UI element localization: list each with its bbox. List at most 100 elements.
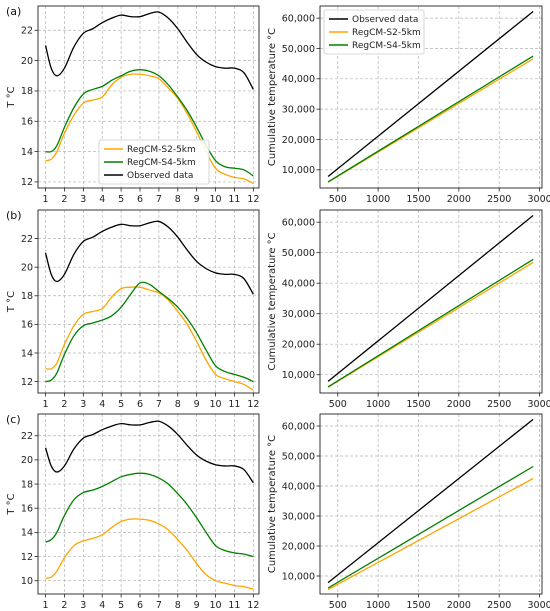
- x-tick-label: 3000: [527, 600, 550, 611]
- x-tick-label: 2: [61, 600, 67, 611]
- x-tick-label: 3: [80, 600, 86, 611]
- y-tick-label: 18: [21, 479, 33, 490]
- y-axis-label: T °C: [6, 86, 17, 108]
- plot-frame: [319, 5, 543, 189]
- x-tick-label: 8: [175, 399, 181, 410]
- series-line-s4: [327, 258, 534, 388]
- y-tick-label: 30,000: [282, 511, 315, 522]
- x-tick-label: 3: [80, 399, 86, 410]
- y-axis-label: T °C: [6, 493, 17, 515]
- y-tick-label: 20: [21, 455, 33, 466]
- y-tick-label: 10,000: [282, 571, 315, 582]
- chart-panel-1: 500 1000 1500 2000 2500 3000 10,000 20,000 30,00…: [267, 5, 550, 205]
- x-tick-label: 2: [61, 399, 67, 410]
- y-tick-label: 40,000: [282, 481, 315, 492]
- x-tick-label: 1: [43, 600, 49, 611]
- x-tick-label: 10: [210, 194, 222, 205]
- x-tick-label: 8: [175, 600, 181, 611]
- chart-panel-5: 500 1000 1500 2000 2500 3000 10,000 20,000 30,00…: [267, 413, 550, 611]
- y-tick-label: 30,000: [282, 104, 315, 115]
- y-tick-label: 50,000: [282, 248, 315, 259]
- panel-label: (b): [6, 209, 22, 222]
- y-tick-label: 18: [21, 291, 33, 302]
- x-tick-label: 9: [194, 194, 200, 205]
- y-tick-label: 20,000: [282, 541, 315, 552]
- x-tick-label: 500: [329, 194, 347, 205]
- legend-box: [98, 139, 210, 185]
- y-tick-label: 40,000: [282, 279, 315, 290]
- y-tick-label: 60,000: [282, 13, 315, 24]
- x-tick-label: 6: [137, 194, 143, 205]
- y-tick-label: 22: [21, 431, 33, 442]
- legend: Observed data RegCM-S2-5km RegCM-S4-5km: [323, 9, 425, 55]
- x-tick-label: 10: [210, 399, 222, 410]
- x-tick-label: 4: [99, 399, 105, 410]
- series-line-s2: [327, 477, 534, 591]
- y-tick-label: 22: [21, 26, 33, 37]
- x-tick-label: 1500: [406, 399, 430, 410]
- y-tick-label: 14: [21, 147, 33, 158]
- series-line-observed: [44, 420, 254, 484]
- y-tick-label: 14: [21, 528, 33, 539]
- series-line-observed: [327, 10, 534, 177]
- series-line-s2: [45, 73, 254, 185]
- x-tick-label: 2500: [487, 600, 511, 611]
- y-tick-label: 20: [21, 262, 33, 273]
- x-tick-label: 9: [194, 399, 200, 410]
- series-line-observed: [327, 418, 534, 584]
- x-tick-label: 12: [247, 600, 259, 611]
- y-tick-label: 12: [21, 377, 33, 388]
- y-tick-label: 16: [21, 117, 33, 128]
- x-tick-label: 2000: [447, 600, 471, 611]
- x-tick-label: 2000: [447, 399, 471, 410]
- y-axis-label: Cumulative temperature °C: [267, 28, 278, 166]
- x-tick-label: 10: [210, 600, 222, 611]
- legend-entry: RegCM-S2-5km: [127, 145, 196, 155]
- x-tick-label: 6: [137, 600, 143, 611]
- x-tick-label: 2: [61, 194, 67, 205]
- x-tick-label: 2000: [447, 194, 471, 205]
- plot-frame: [319, 413, 543, 595]
- legend-entry: Observed data: [127, 171, 193, 181]
- x-tick-label: 2500: [487, 399, 511, 410]
- x-tick-label: 12: [247, 399, 259, 410]
- panel-label: (a): [6, 5, 21, 18]
- y-tick-label: 14: [21, 348, 33, 359]
- y-tick-label: 50,000: [282, 451, 315, 462]
- x-tick-label: 500: [329, 600, 347, 611]
- series-line-s2: [45, 518, 254, 590]
- plot-frame: [37, 5, 260, 189]
- y-axis-label: T °C: [6, 291, 17, 313]
- y-tick-label: 16: [21, 504, 33, 515]
- series-line-s4: [45, 281, 254, 383]
- x-tick-label: 1000: [366, 399, 390, 410]
- y-tick-label: 20: [21, 56, 33, 67]
- x-tick-label: 9: [194, 600, 200, 611]
- x-tick-label: 7: [156, 399, 162, 410]
- series-line-s4: [327, 465, 534, 589]
- x-tick-label: 11: [228, 600, 240, 611]
- plot-frame: [319, 209, 543, 394]
- y-axis-label: Cumulative temperature °C: [267, 435, 278, 573]
- x-tick-label: 5: [118, 399, 124, 410]
- plot-frame: [37, 209, 260, 394]
- x-tick-label: 7: [156, 600, 162, 611]
- series-line-observed: [327, 214, 534, 382]
- x-tick-label: 12: [247, 194, 259, 205]
- y-axis-label: Cumulative temperature °C: [267, 232, 278, 370]
- legend-box: [323, 9, 425, 55]
- x-tick-label: 1500: [406, 194, 430, 205]
- series-line-s4: [45, 472, 254, 558]
- y-tick-label: 20,000: [282, 340, 315, 351]
- y-tick-label: 20,000: [282, 135, 315, 146]
- series-line-s4: [45, 69, 254, 177]
- x-tick-label: 4: [99, 600, 105, 611]
- x-tick-label: 5: [118, 194, 124, 205]
- series-line-observed: [44, 11, 254, 90]
- x-tick-label: 3000: [527, 194, 550, 205]
- x-tick-label: 1000: [366, 600, 390, 611]
